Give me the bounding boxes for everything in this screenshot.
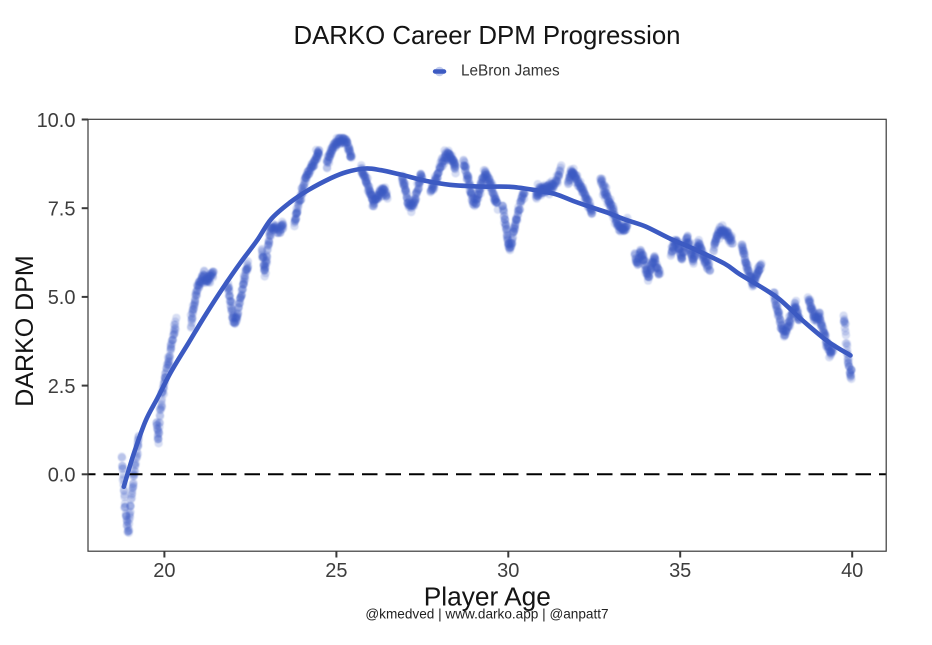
svg-text:@kmedved | www.darko.app | @an: @kmedved | www.darko.app | @anpatt7 xyxy=(365,607,608,622)
svg-text:Player Age: Player Age xyxy=(424,582,551,612)
svg-text:20: 20 xyxy=(153,560,175,582)
svg-text:35: 35 xyxy=(669,560,691,582)
svg-text:25: 25 xyxy=(325,560,347,582)
svg-text:0.0: 0.0 xyxy=(48,465,76,487)
svg-text:DARKO Career DPM Progression: DARKO Career DPM Progression xyxy=(293,22,680,50)
svg-text:40: 40 xyxy=(841,560,863,582)
svg-text:DARKO DPM: DARKO DPM xyxy=(11,255,39,406)
svg-text:5.0: 5.0 xyxy=(48,287,76,309)
svg-text:7.5: 7.5 xyxy=(48,199,76,221)
svg-text:10.0: 10.0 xyxy=(37,110,76,132)
svg-text:30: 30 xyxy=(497,560,519,582)
svg-text:2.5: 2.5 xyxy=(48,376,76,398)
svg-text:LeBron James: LeBron James xyxy=(461,63,560,80)
